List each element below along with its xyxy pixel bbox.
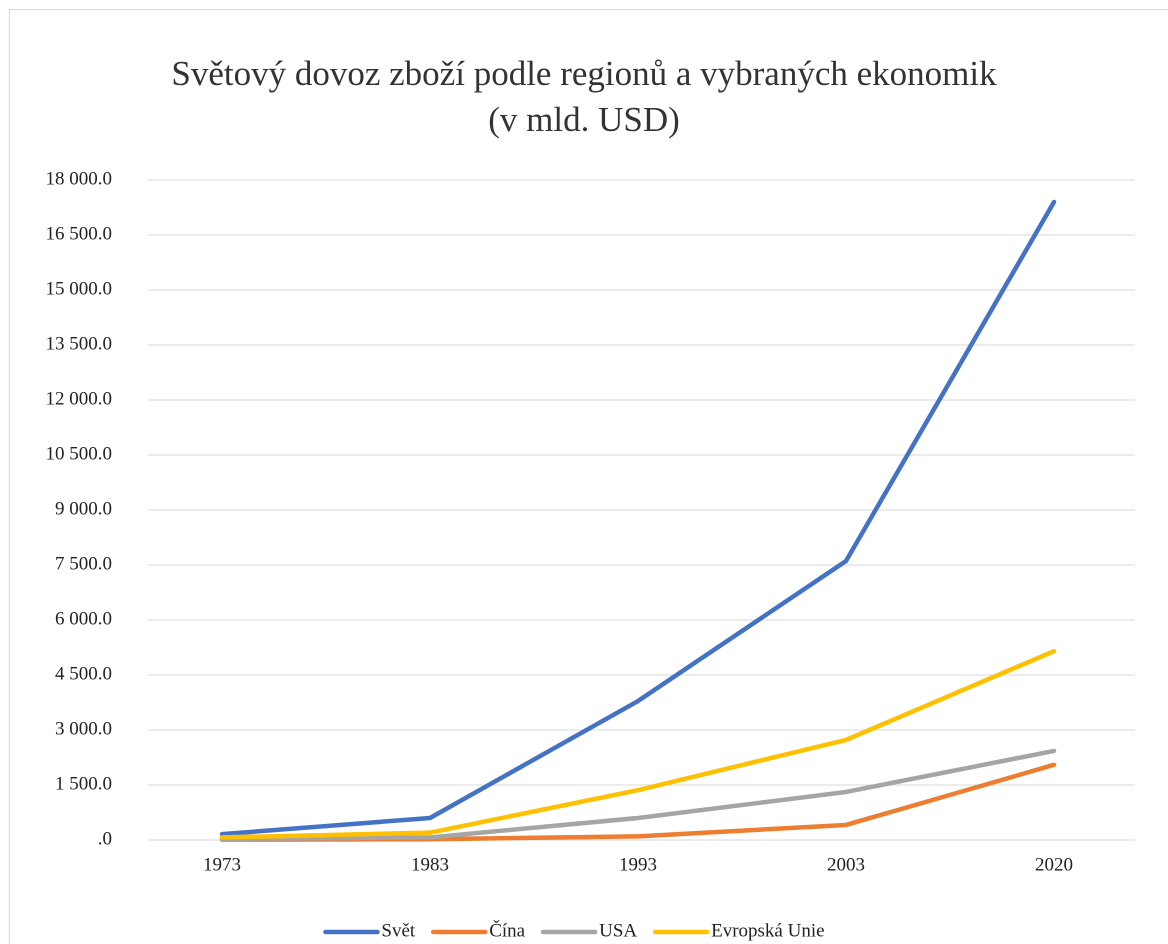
y-tick-label: 4 500.0 [55, 663, 112, 684]
y-tick-label: 12 000.0 [46, 388, 113, 409]
chart-border [9, 9, 1168, 944]
chart-title: (v mld. USD) [488, 100, 680, 139]
series-line [219, 748, 1057, 842]
y-tick-label: 10 500.0 [46, 443, 113, 464]
legend-label: Evropská Unie [711, 920, 824, 941]
y-tick-label: 6 000.0 [55, 608, 112, 629]
y-tick-label: 1 500.0 [55, 773, 112, 794]
series-line [219, 199, 1057, 837]
y-tick-label: .0 [98, 828, 112, 849]
y-tick-label: 15 000.0 [46, 278, 113, 299]
x-tick-label: 1983 [411, 854, 449, 875]
y-tick-label: 18 000.0 [46, 168, 113, 189]
legend-label: Čína [489, 919, 525, 941]
y-tick-label: 9 000.0 [55, 498, 112, 519]
series-line [219, 648, 1057, 840]
x-tick-label: 2020 [1035, 854, 1073, 875]
x-tick-label: 1993 [619, 854, 657, 875]
x-tick-label: 2003 [827, 854, 865, 875]
y-tick-label: 3 000.0 [55, 718, 112, 739]
legend-label: Svět [381, 920, 416, 941]
chart-title: Světový dovoz zboží podle regionů a vybr… [171, 54, 997, 93]
y-tick-label: 7 500.0 [55, 553, 112, 574]
y-tick-label: 13 500.0 [46, 333, 113, 354]
x-tick-label: 1973 [203, 854, 241, 875]
y-tick-label: 16 500.0 [46, 223, 113, 244]
legend-label: USA [599, 920, 637, 941]
